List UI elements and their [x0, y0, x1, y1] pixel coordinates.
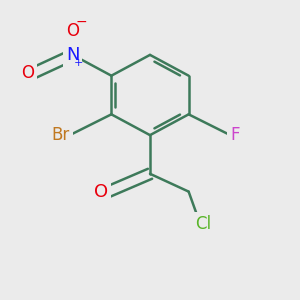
- Text: O: O: [94, 183, 108, 201]
- Text: Br: Br: [52, 126, 70, 144]
- Text: +: +: [74, 58, 83, 68]
- Text: −: −: [75, 15, 87, 29]
- Text: N: N: [66, 46, 80, 64]
- Text: O: O: [21, 64, 34, 82]
- Text: O: O: [66, 22, 79, 40]
- Text: Cl: Cl: [195, 215, 212, 233]
- Text: F: F: [230, 126, 240, 144]
